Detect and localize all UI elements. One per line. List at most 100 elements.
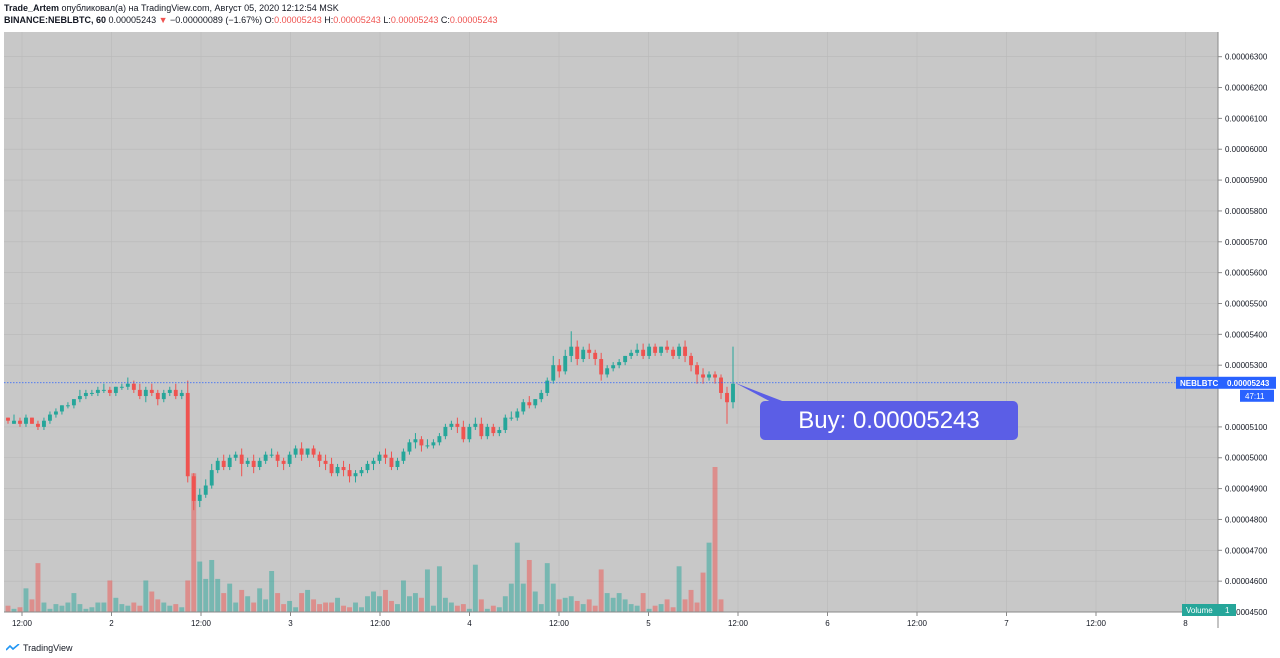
- candle-body: [671, 349, 676, 356]
- volume-bar: [287, 600, 293, 612]
- candle-body: [323, 460, 328, 464]
- candle-body: [65, 405, 70, 407]
- volume-bar: [281, 604, 287, 612]
- callout-label: Buy: 0.00005243: [798, 407, 980, 434]
- last-price-value: 0.00005243: [1227, 379, 1270, 388]
- volume-bar: [17, 607, 23, 612]
- volume-bar: [706, 542, 712, 612]
- volume-bar: [442, 597, 448, 612]
- volume-bar: [664, 599, 670, 612]
- candle-body: [677, 346, 682, 356]
- volume-bar: [293, 607, 299, 612]
- price-change: −0.00000089 (−1.67%): [170, 15, 263, 25]
- candle-body: [347, 470, 352, 477]
- time-axis[interactable]: 12:00 2 12:00 3 12:00 4 12:00 5 12:00 6 12:00 7 12:0…: [12, 612, 1188, 628]
- y-tick-label: 0.00004500: [1225, 608, 1268, 617]
- candle-body: [527, 402, 532, 406]
- volume-bar: [251, 602, 257, 612]
- y-tick-label: 0.00005600: [1225, 269, 1268, 278]
- candle-body: [101, 389, 106, 391]
- y-tick-label: 0.00005100: [1225, 423, 1268, 432]
- volume-bar: [347, 607, 352, 612]
- symbol-title[interactable]: BINANCE:NEBLBTC, 60: [4, 15, 107, 25]
- candle-body: [311, 448, 316, 455]
- price-axis-background[interactable]: [1218, 32, 1276, 612]
- candle-body: [12, 420, 16, 424]
- volume-bar: [598, 569, 604, 612]
- candle-body: [6, 417, 10, 421]
- x-tick-label: 12:00: [12, 619, 33, 628]
- volume-bar: [574, 600, 580, 612]
- tradingview-footer[interactable]: TradingView: [6, 640, 73, 656]
- candle-body: [83, 392, 88, 397]
- candle-body: [24, 417, 28, 424]
- volume-bar: [53, 604, 59, 612]
- volume-bar: [185, 580, 191, 612]
- candle-body: [293, 448, 298, 455]
- candlestick-chart[interactable]: 0.00006300 0.00006200 0.00006100 0.00006000…: [0, 28, 1280, 644]
- volume-bar: [377, 596, 382, 612]
- candle-body: [203, 485, 208, 495]
- candle-body: [629, 352, 634, 356]
- candle-body: [665, 346, 670, 350]
- ohlc-open-value: 0.00005243: [274, 15, 322, 25]
- volume-bar: [11, 608, 17, 612]
- volume-bar: [233, 602, 239, 612]
- volume-bar: [113, 597, 119, 612]
- candle-body: [395, 460, 400, 467]
- candle-body: [215, 460, 220, 471]
- candle-body: [647, 346, 652, 356]
- candle-body: [683, 346, 688, 356]
- x-tick-label: 12:00: [549, 619, 570, 628]
- volume-bar: [454, 605, 460, 612]
- author-name[interactable]: Trade_Artem: [4, 3, 60, 13]
- last-price-tag: [1176, 376, 1276, 389]
- candle-body: [197, 494, 202, 501]
- candle-body: [407, 442, 412, 452]
- y-tick-label: 0.00004900: [1225, 485, 1268, 494]
- candle-body: [299, 448, 304, 455]
- volume-bar: [137, 605, 143, 612]
- y-tick-label: 0.00005000: [1225, 454, 1268, 463]
- volume-bar: [502, 596, 508, 612]
- volume-bar: [95, 602, 101, 612]
- candle-body: [563, 355, 568, 372]
- candle-body: [89, 392, 94, 394]
- tradingview-brand: TradingView: [23, 643, 73, 653]
- volume-bar: [311, 599, 317, 612]
- volume-bar: [718, 599, 724, 612]
- price-axis[interactable]: 0.00006300 0.00006200 0.00006100 0.00006000…: [1218, 53, 1268, 617]
- candle-body: [113, 386, 118, 393]
- candle-body: [611, 365, 616, 369]
- candle-body: [419, 439, 424, 446]
- ohlc-high-label: H:: [324, 15, 334, 25]
- candle-body: [467, 426, 472, 440]
- volume-bar: [155, 599, 161, 612]
- volume-bar: [484, 608, 490, 612]
- volume-tag-label: Volume: [1186, 606, 1213, 615]
- candle-body: [209, 470, 214, 486]
- candle-body: [263, 454, 268, 461]
- volume-bar: [622, 599, 628, 612]
- candle-body: [707, 374, 711, 378]
- candle-body: [515, 411, 520, 418]
- volume-bar: [424, 569, 430, 612]
- volume-bar: [167, 605, 173, 612]
- chart-area[interactable]: 0.00006300 0.00006200 0.00006100 0.00006000…: [0, 28, 1280, 644]
- volume-bar: [538, 604, 544, 612]
- candle-body: [245, 460, 250, 464]
- volume-bar: [323, 602, 329, 612]
- candle-body: [575, 346, 580, 360]
- x-tick-label: 6: [825, 619, 830, 628]
- candle-body: [725, 392, 729, 403]
- volume-bar: [317, 604, 323, 612]
- plot-background[interactable]: [4, 32, 1218, 612]
- callout-box: [760, 401, 1018, 440]
- volume-bar: [556, 599, 562, 612]
- candle-body: [251, 460, 256, 467]
- candle-body: [503, 417, 508, 430]
- volume-bar: [203, 578, 209, 612]
- candle-body: [107, 389, 112, 393]
- candle-body: [569, 346, 574, 356]
- volume-bar: [640, 593, 646, 612]
